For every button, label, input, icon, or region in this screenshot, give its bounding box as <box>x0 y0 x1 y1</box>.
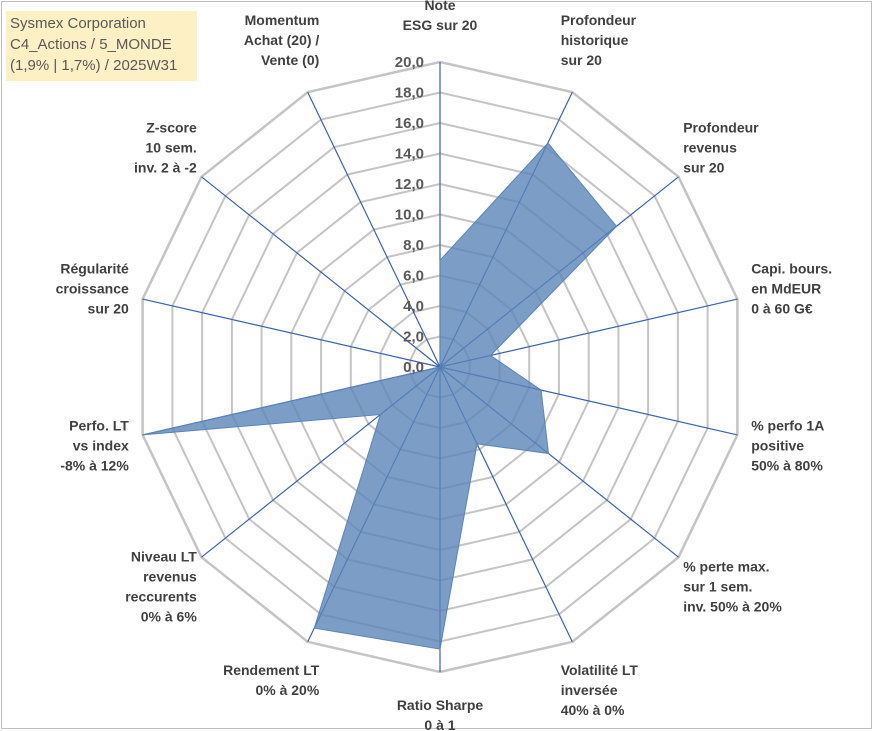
axis-label-line: Perfo. LT <box>69 417 129 433</box>
data-point <box>439 648 442 651</box>
title-line-2: C4_Actions / 5_MONDE <box>10 36 172 53</box>
tick-label: 10,0 <box>395 207 424 224</box>
radial-tick-labels: 0,0 2,0 4,0 6,0 8,0 10,0 12,0 14,0 16,0 18,0 20,0 <box>395 54 424 376</box>
axis-label-4: % perfo 1A positive 50% à 80% <box>751 417 824 473</box>
tick-label: 8,0 <box>403 237 424 254</box>
axis-label-1: Profondeur historique sur 20 <box>561 12 637 68</box>
tick-label: 20,0 <box>395 54 424 71</box>
axis-label-line: Profondeur <box>683 120 759 136</box>
chart-title-box: Sysmex Corporation C4_Actions / 5_MONDE … <box>6 11 197 81</box>
axis-label-line: 0 à 60 G€ <box>751 301 813 317</box>
axis-label-line: % perte max. <box>683 559 769 575</box>
axis-label-line: 50% à 80% <box>751 457 823 473</box>
data-point <box>476 442 479 445</box>
axis-label-line: inv. 2 à -2 <box>134 160 197 176</box>
axis-label-line: positive <box>751 437 804 453</box>
axis-label-line: Volatilité LT <box>561 662 639 678</box>
data-point <box>439 366 442 369</box>
axis-label-5: % perte max. sur 1 sem. inv. 50% à 20% <box>683 559 782 615</box>
axis-label-line: Rendement LT <box>223 662 320 678</box>
axis-labels: Note ESG sur 20 Profondeur historique sur 20… <box>56 0 832 731</box>
axis-label-line: Achat (20) / <box>244 32 320 48</box>
axis-spoke <box>307 91 441 368</box>
axis-label-13: Momentum Achat (20) / Vente (0) <box>244 12 320 68</box>
axis-label-line: vs index <box>73 437 129 453</box>
axis-label-line: sur 20 <box>683 160 724 176</box>
data-point <box>546 142 549 145</box>
data-area <box>142 142 618 650</box>
axis-label-11: Régularité croissance sur 20 <box>56 261 129 317</box>
axis-label-line: -8% à 12% <box>60 457 129 473</box>
axis-label-12: Z-score 10 sem. inv. 2 à -2 <box>134 120 197 176</box>
title-line-1: Sysmex Corporation <box>10 15 146 32</box>
tick-label: 6,0 <box>403 268 424 285</box>
data-point <box>540 389 543 392</box>
axis-label-line: sur 1 sem. <box>683 579 752 595</box>
tick-label: 14,0 <box>395 146 424 163</box>
axis-label-line: inv. 50% à 20% <box>683 599 782 615</box>
axis-label-line: sur 20 <box>561 52 602 68</box>
axis-label-line: 0 à 1 <box>424 717 455 731</box>
axis-label-8: Rendement LT 0% à 20% <box>223 662 320 698</box>
data-point <box>313 627 316 630</box>
tick-label: 4,0 <box>403 298 424 315</box>
data-area-layer <box>141 142 618 651</box>
tick-label: 16,0 <box>395 115 424 132</box>
axis-label-3: Capi. bours. en MdEUR 0 à 60 G€ <box>751 261 832 317</box>
axis-label-line: Z-score <box>146 120 197 136</box>
axis-label-line: Capi. bours. <box>751 261 832 277</box>
axis-label-line: Ratio Sharpe <box>397 697 484 713</box>
axis-label-line: revenus <box>143 569 197 585</box>
axis-label-line: % perfo 1A <box>751 417 824 433</box>
data-point <box>615 225 618 228</box>
axis-label-line: revenus <box>683 140 737 156</box>
title-line-3: (1,9% | 1,7%) / 2025W31 <box>10 57 178 74</box>
axis-label-line: historique <box>561 32 629 48</box>
axis-label-line: croissance <box>56 281 129 297</box>
data-point <box>141 433 144 436</box>
axis-label-line: ESG sur 20 <box>403 17 478 33</box>
data-point <box>379 413 382 416</box>
axis-label-line: sur 20 <box>88 301 129 317</box>
axis-label-line: Profondeur <box>561 12 637 28</box>
axis-label-line: 0% à 6% <box>141 609 198 625</box>
axis-label-0: Note ESG sur 20 <box>403 0 478 33</box>
axis-label-line: reccurents <box>125 589 197 605</box>
axis-label-line: Vente (0) <box>261 52 319 68</box>
axis-label-line: 0% à 20% <box>255 682 319 698</box>
data-point <box>439 259 442 262</box>
axis-label-line: 40% à 0% <box>561 702 625 718</box>
axis-label-6: Volatilité LT inversée 40% à 0% <box>561 662 639 718</box>
axis-spoke <box>142 298 441 368</box>
axis-label-10: Perfo. LT vs index -8% à 12% <box>60 417 129 473</box>
axis-label-line: 10 sem. <box>145 140 196 156</box>
axis-label-line: Niveau LT <box>131 549 197 565</box>
axis-label-line: Note <box>424 0 455 13</box>
axis-label-line: en MdEUR <box>751 281 821 297</box>
axis-label-2: Profondeur revenus sur 20 <box>683 120 759 176</box>
data-point <box>489 354 492 357</box>
tick-label: 12,0 <box>395 176 424 193</box>
tick-label: 0,0 <box>403 359 424 376</box>
axis-label-line: inversée <box>561 682 618 698</box>
tick-label: 18,0 <box>395 85 424 102</box>
data-point <box>547 452 550 455</box>
axis-label-line: Momentum <box>245 12 320 28</box>
axis-label-line: Régularité <box>60 261 129 277</box>
tick-label: 2,0 <box>403 329 424 346</box>
axis-label-7: Ratio Sharpe 0 à 1 <box>397 697 484 731</box>
axis-label-9: Niveau LT revenus reccurents 0% à 6% <box>125 549 197 625</box>
axis-spoke <box>201 176 441 368</box>
